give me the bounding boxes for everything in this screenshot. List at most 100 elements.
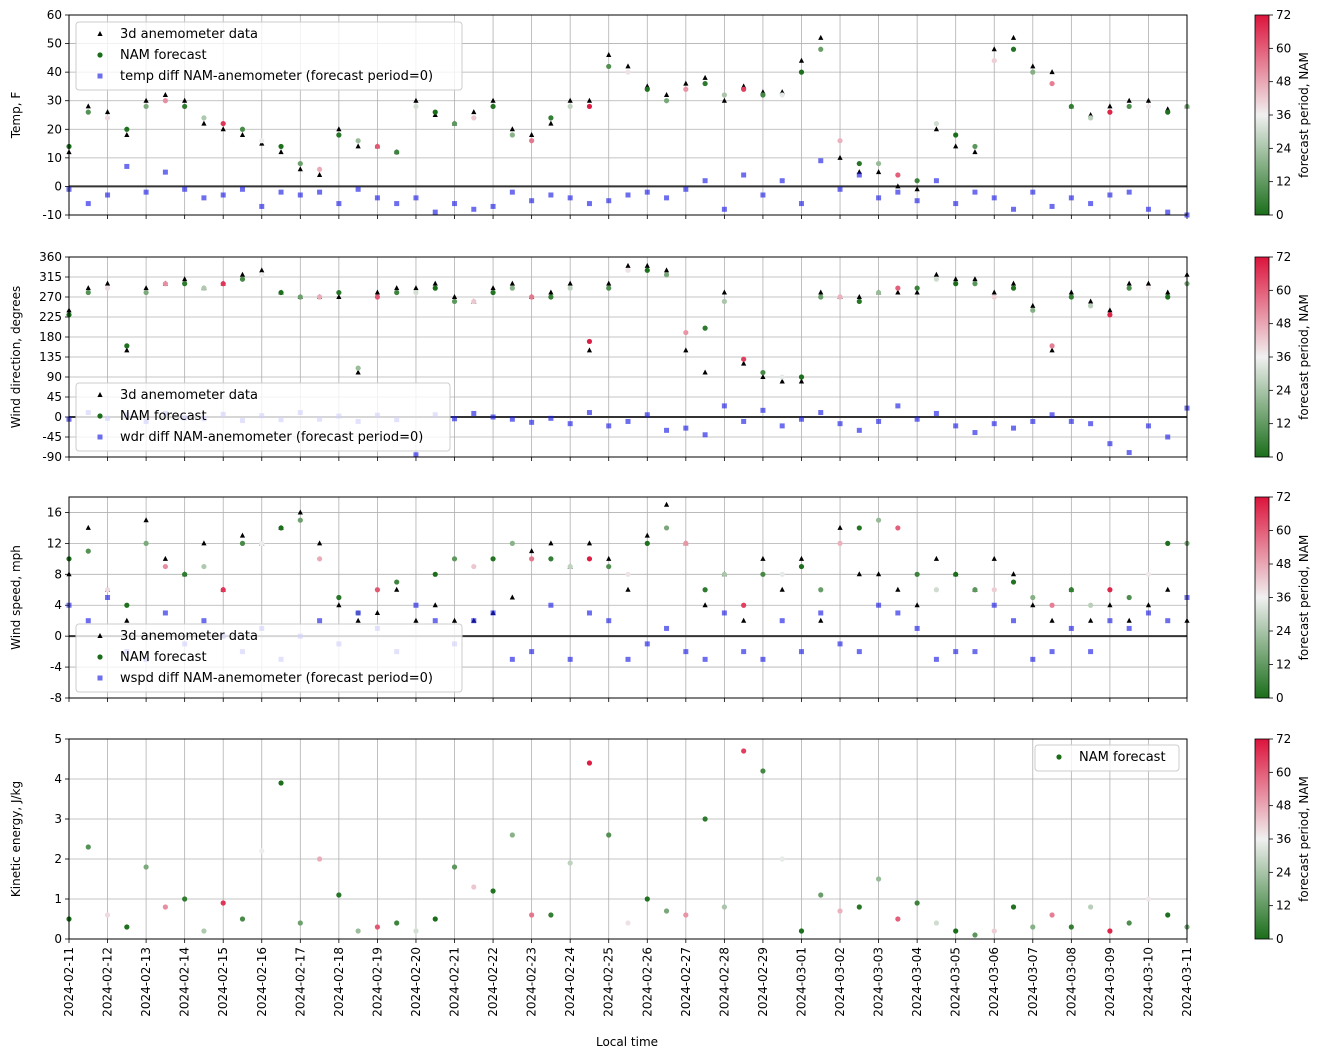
x-tick-label: 2024-02-23 [525,947,539,1017]
anemometer-point [567,280,573,286]
nam-forecast-point [953,571,959,577]
anemometer-point [741,360,747,366]
nam-forecast-point [721,904,727,910]
legend: 3d anemometer data NAM forecast wdr diff N… [75,382,451,452]
anemometer-point [721,97,727,103]
nam-forecast-point [297,160,303,167]
anemometer-point [1165,586,1171,592]
colorbar-label: forecast period, NAM [1297,776,1311,902]
diff-point [625,656,631,662]
legend-label: 3d anemometer data [120,27,258,42]
nam-forecast-point [1107,928,1113,934]
diff-point [606,423,612,429]
anemometer-point [625,262,631,268]
colorbar-tick-label: 72 [1276,732,1291,746]
nam-forecast-point [316,556,323,562]
nam-forecast-point [606,285,612,291]
diff-point [683,649,689,655]
colorbar-label: forecast period, NAM [1297,52,1311,178]
diff-point [683,186,689,192]
diff-point [1165,434,1171,440]
nam-forecast-point [683,912,689,918]
nam-forecast-point [490,289,496,296]
anemometer-point [972,276,978,282]
diff-point [278,189,284,195]
anemometer-point [1088,298,1094,304]
anemometer-point [933,126,940,132]
colorbar-tick-label: 0 [1276,691,1284,705]
nam-forecast-point [663,272,670,278]
anemometer-point [490,285,496,291]
y-tick-label: 45 [47,390,62,404]
anemometer-point [1107,307,1113,313]
nam-forecast-point [798,563,805,570]
nam-forecast-point [1126,285,1132,291]
nam-forecast-point [259,540,265,546]
nam-forecast-point [1049,343,1055,349]
y-tick-label: -90 [42,450,62,464]
nam-forecast-point [548,115,554,121]
diff-point [471,618,477,624]
anemometer-point [355,369,361,375]
nam-forecast-point [798,69,805,75]
nam-forecast-point [1088,115,1094,121]
nam-forecast-point [1126,594,1132,601]
x-tick-label: 2024-02-25 [602,947,616,1017]
colorbar-tick-label: 48 [1276,75,1291,89]
x-tick-label: 2024-03-11 [1180,947,1194,1017]
nam-forecast-point [394,579,400,585]
diff-point [914,625,920,631]
diff-point [124,163,130,169]
colorbar-tick-label: 60 [1276,283,1291,297]
nam-forecast-point [1030,307,1036,313]
nam-forecast-point [953,928,959,934]
x-tick-label: 2024-02-22 [486,947,500,1017]
anemometer-point [818,617,824,623]
diff-point [837,641,843,647]
diff-point [798,649,804,655]
anemometer-point [1030,602,1036,608]
colorbar-tick-label: 60 [1276,41,1291,55]
anemometer-point [818,289,824,295]
nam-forecast-point [1010,285,1017,291]
y-axis-label: Wind speed, mph [9,545,23,650]
nam-forecast-point [220,587,226,593]
legend: NAM forecast [1034,744,1180,772]
anemometer-point [1126,280,1132,286]
diff-point [182,186,188,192]
y-tick-label: 0 [54,932,62,946]
diff-point [664,427,670,433]
legend-label: 3d anemometer data [120,388,258,403]
nam-forecast-point [220,900,226,906]
nam-forecast-point [85,844,91,850]
nam-forecast-point [143,540,149,546]
diff-point [586,410,592,416]
anemometer-point [124,347,130,353]
y-tick-label: 1 [54,892,62,906]
anemometer-point [336,602,342,608]
diff-point [972,430,978,436]
y-tick-label: 0 [54,629,62,643]
nam-forecast-point [972,143,978,150]
nam-forecast-point [529,294,535,300]
diff-point [606,198,612,204]
colorbar-tick-label: 24 [1276,383,1291,397]
anemometer-point [471,109,477,115]
nam-forecast-point [278,143,284,150]
nam-forecast-point [124,126,130,132]
nam-forecast-point [182,896,188,902]
nam-forecast-point [606,832,612,838]
nam-forecast-point [104,285,111,291]
x-tick-label: 2024-02-27 [679,947,693,1017]
diff-point [548,602,554,608]
nam-forecast-point [509,132,515,138]
colorbar-tick-label: 36 [1276,108,1291,122]
nam-forecast-point [1107,312,1113,318]
nam-forecast-point [875,876,882,882]
diff-point [509,656,515,662]
anemometer-point [297,509,303,515]
nam-forecast-point [818,46,824,52]
nam-forecast-point [451,556,458,562]
legend-label: wdr diff NAM-anemometer (forecast period… [120,430,423,445]
